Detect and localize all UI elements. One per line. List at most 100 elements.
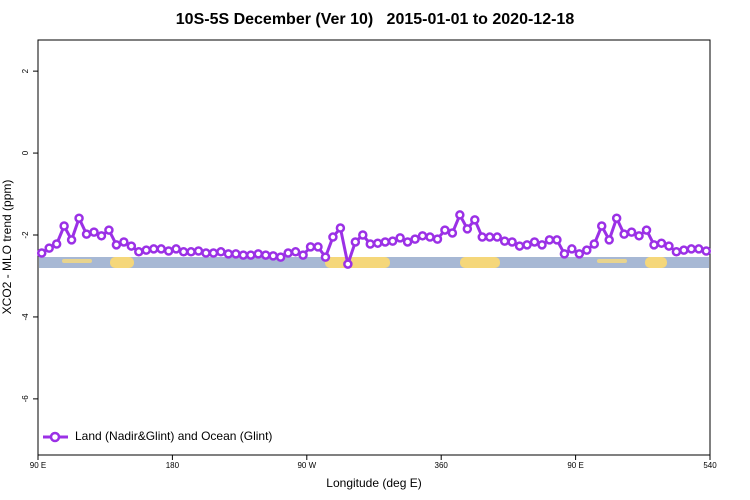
data-point [626,227,637,237]
data-point [634,231,644,241]
data-point [395,233,405,243]
data-point [358,230,368,240]
data-point [96,231,107,241]
data-point [59,221,69,231]
data-point [343,259,353,269]
data-point [537,240,547,250]
data-point [462,224,473,234]
data-point [320,252,331,262]
data-point [260,250,271,260]
data-point [440,225,450,235]
data-point [425,232,435,242]
data-point [701,246,712,256]
x-tick-label: 90 W [297,461,316,470]
y-tick-label: -2 [21,231,30,239]
data-point [119,237,129,247]
data-point [611,213,622,223]
data-point [455,210,465,220]
plot-frame [37,39,711,456]
data-point [402,237,413,247]
legend-label: Land (Nadir&Glint) and Ocean (Glint) [75,429,272,443]
data-point [51,239,62,249]
data-point [81,229,92,239]
data-point [231,249,241,259]
x-tick-label: 360 [435,461,449,470]
data-point [238,250,249,260]
data-point [447,228,458,238]
data-point [484,232,495,242]
data-point [268,251,278,261]
data-point [201,248,211,258]
x-axis-label: Longitude (deg E) [326,476,421,490]
data-point [619,229,629,239]
data-point [417,231,428,241]
data-point [372,238,383,248]
data-point [134,247,144,257]
data-point [514,241,525,251]
data-point [694,244,704,254]
data-point [89,227,99,237]
y-tick-label: 0 [21,150,30,155]
data-point [298,250,308,260]
data-point [148,244,159,254]
data-point [589,239,600,249]
data-point [499,236,510,246]
data-point [171,244,181,254]
data-point [350,237,361,247]
data-point [410,234,420,244]
data-point [216,247,226,257]
data-point [649,240,659,250]
data-point [582,245,592,255]
data-point [656,238,667,248]
data-point [477,232,488,242]
data-point [529,237,540,247]
data-point [283,248,293,258]
data-point [432,234,443,244]
data-point [365,239,376,249]
data-point [664,241,674,251]
data-point [567,244,577,254]
data-point [141,245,152,255]
data-point [641,225,652,235]
data-point [604,235,614,245]
data-point [186,247,196,257]
data-point [559,249,570,259]
data-point [36,248,47,258]
legend-marker [49,431,61,443]
data-point [380,237,390,247]
chart-title: 10S-5S December (Ver 10) 2015-01-01 to 2… [176,11,575,28]
data-point [552,235,562,245]
x-tick-label: 90 E [30,461,46,470]
data-point [328,232,338,242]
y-tick-label: -4 [21,313,30,321]
data-point [686,244,697,254]
data-point [223,249,234,259]
x-tick-label: 180 [166,461,180,470]
data-point [470,215,480,225]
y-tick-label: 2 [21,68,30,73]
data-point [335,223,346,233]
data-point [544,235,555,245]
data-point [193,246,204,256]
data-point [671,247,682,257]
data-point [492,232,502,242]
data-point [574,249,585,259]
data-point [253,249,264,259]
data-point [246,250,256,260]
data-point [305,242,316,252]
data-point [275,252,286,262]
data-point [163,246,174,256]
data-point [522,240,532,250]
y-tick-label: -6 [21,395,30,403]
data-point [208,248,219,258]
data-point [104,225,114,235]
land-ocean-strip [39,257,709,268]
data-point [126,241,137,251]
data-point [74,213,84,223]
data-point [66,235,77,245]
data-point [679,245,689,255]
data-point [596,221,607,231]
data-point [156,244,166,254]
